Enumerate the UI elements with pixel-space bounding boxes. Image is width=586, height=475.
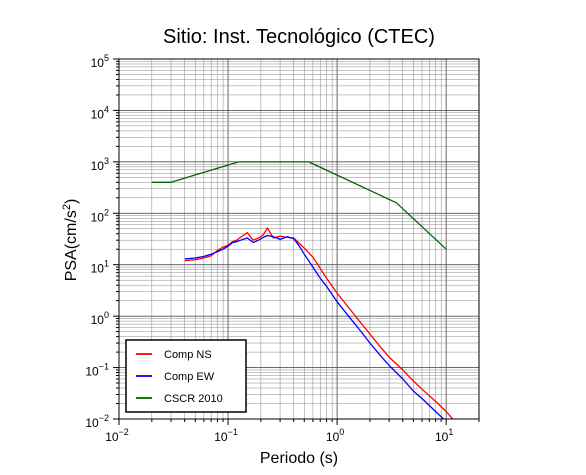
y-axis-label-close: ) — [63, 199, 80, 204]
legend-label-ew: Comp EW — [164, 371, 215, 383]
series-line-0 — [184, 227, 454, 419]
plot-frame — [118, 58, 480, 420]
x-tick-label: 10−2 — [105, 427, 129, 444]
chart-title: Sitio: Inst. Tecnológico (CTEC) — [163, 26, 435, 48]
x-tick-label: 100 — [326, 427, 344, 444]
legend-label-cscr: CSCR 2010 — [164, 393, 223, 405]
y-tick-label: 10−1 — [85, 362, 109, 379]
y-axis-label-base: PSA(cm/s — [63, 210, 80, 281]
x-tick-label: 10−1 — [214, 427, 238, 444]
y-tick-label: 103 — [91, 156, 109, 173]
y-tick-label: 100 — [91, 310, 109, 327]
y-axis-label: PSA(cm/s2) — [61, 199, 80, 282]
x-tick-label: 101 — [435, 427, 453, 444]
legend: Comp NS Comp EW CSCR 2010 — [125, 339, 247, 413]
y-axis-label-exp: 2 — [61, 204, 73, 210]
legend-label-ns: Comp NS — [164, 349, 212, 361]
axis-ticks: 10−2 10−1 100 101 10−2 10−1 100 101 102 103 104 105 — [85, 53, 480, 444]
y-tick-label: 101 — [91, 259, 109, 276]
x-axis-label: Periodo (s) — [260, 450, 338, 467]
y-tick-label: 104 — [91, 104, 109, 121]
y-tick-label: 105 — [91, 53, 109, 70]
y-tick-label: 102 — [91, 207, 109, 224]
series-line-1 — [184, 234, 445, 419]
y-tick-label: 10−2 — [85, 413, 109, 430]
series-line-2 — [151, 161, 447, 250]
data-series — [151, 161, 454, 419]
